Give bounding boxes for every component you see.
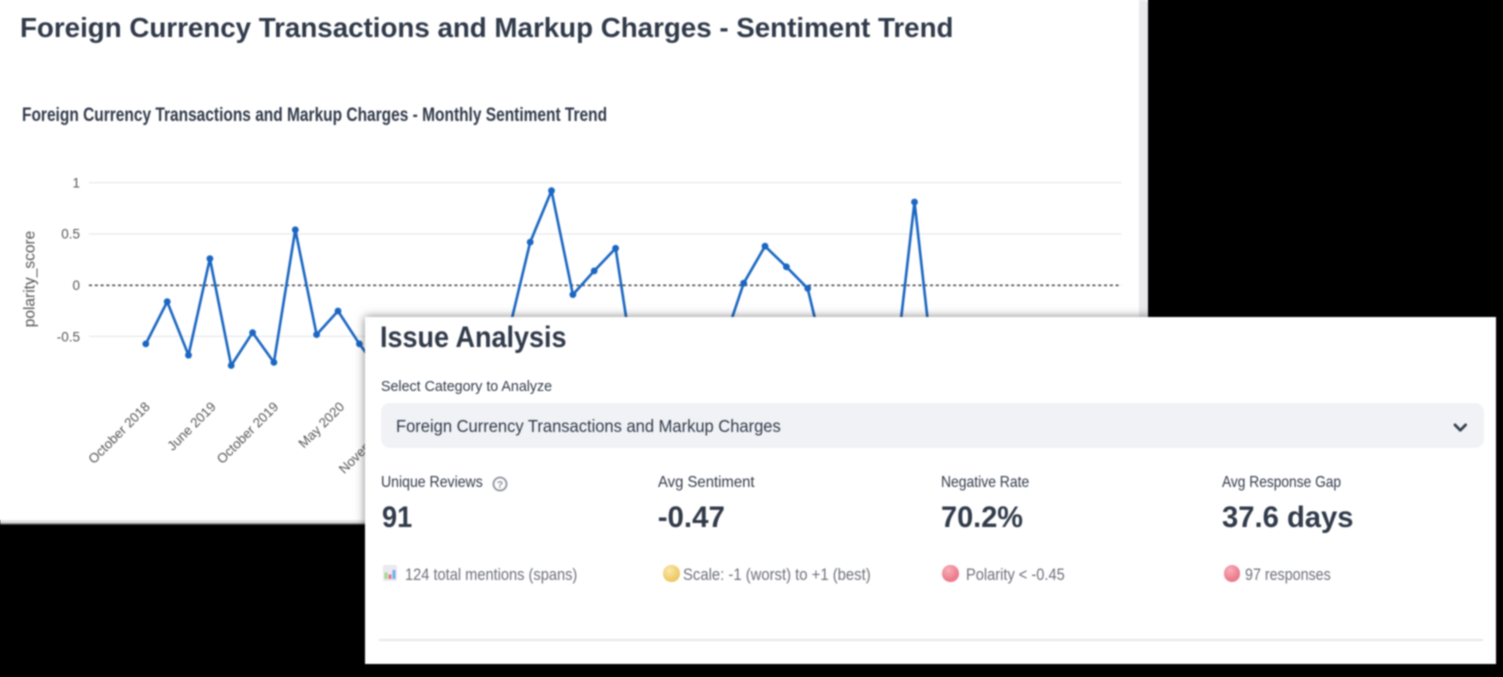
svg-text:October 2018: October 2018 [85, 399, 153, 467]
svg-text:1: 1 [72, 175, 80, 190]
svg-text:0: 0 [72, 278, 80, 293]
svg-text:May 2020: May 2020 [295, 399, 347, 451]
svg-text:October 2019: October 2019 [214, 399, 282, 467]
svg-text:polarity_score: polarity_score [22, 231, 39, 328]
svg-text:June 2019: June 2019 [164, 399, 219, 454]
svg-text:-0.5: -0.5 [57, 329, 80, 344]
svg-text:0.5: 0.5 [61, 227, 80, 242]
svg-text:?: ? [497, 478, 503, 490]
